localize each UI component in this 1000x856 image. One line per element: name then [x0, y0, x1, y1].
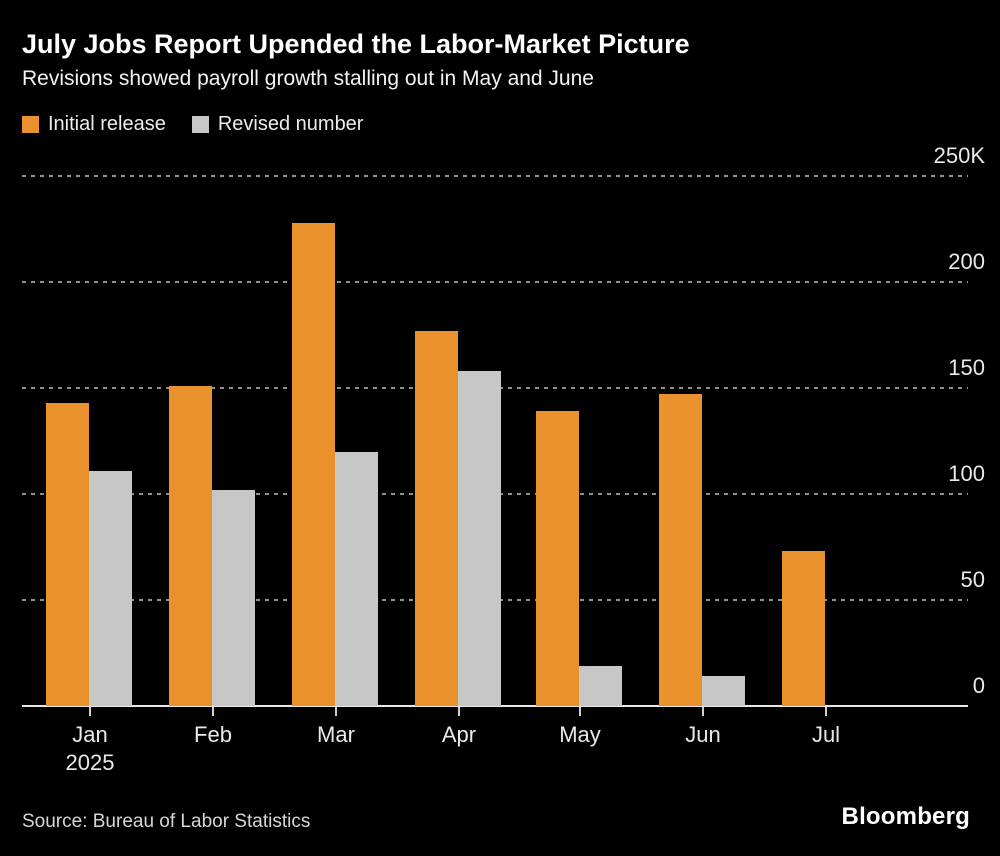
legend-label-initial: Initial release [48, 113, 166, 135]
bar-revised-jan [89, 470, 132, 706]
x-axis-tick-may [579, 707, 581, 716]
plot-area: 0 50 100 150 200 250K Jan 2025 Feb Mar Apr May Jun Ju… [22, 143, 985, 775]
bar-initial-jul [782, 551, 825, 706]
bar-initial-jun [659, 394, 702, 706]
x-axis-tick-mar [335, 707, 337, 716]
y-tick-label-100: 100 [948, 461, 985, 486]
legend-swatch-revised-icon [191, 116, 209, 133]
x-tick-sublabel-jan: 2025 [65, 750, 115, 775]
x-tick-label-jul: Jul [811, 722, 841, 747]
chart-subtitle: Revisions showed payroll growth stalling… [22, 67, 594, 90]
x-axis-tick-feb [212, 707, 214, 716]
bloomberg-logo: Bloomberg [841, 803, 970, 830]
gridline-250K [22, 175, 968, 177]
y-tick-label-50: 50 [960, 567, 985, 592]
bar-initial-may [536, 411, 579, 706]
x-tick-label-feb: Feb [194, 722, 232, 747]
gridline-200 [22, 281, 968, 283]
x-tick-label-apr: Apr [441, 722, 477, 747]
bar-revised-may [579, 665, 622, 706]
bar-initial-mar [292, 222, 335, 706]
x-axis-tick-jan [89, 707, 91, 716]
x-axis-tick-jul [825, 707, 827, 716]
bar-initial-jan [46, 402, 89, 706]
bar-initial-feb [169, 385, 212, 706]
legend-item-revised-number: Revised number [191, 113, 364, 136]
y-tick-label-150: 150 [948, 355, 985, 380]
legend: Initial release Revised number [22, 113, 363, 136]
x-tick-label-jan: Jan [72, 722, 108, 747]
bar-revised-jun [702, 676, 745, 706]
legend-swatch-initial-icon [22, 116, 39, 133]
chart-title: July Jobs Report Upended the Labor-Marke… [22, 29, 690, 59]
legend-item-initial-release: Initial release [22, 113, 166, 136]
y-tick-label-250K: 250K [933, 143, 985, 168]
x-tick-label-jun: Jun [685, 722, 721, 747]
bar-revised-apr [458, 371, 501, 706]
y-tick-label-0: 0 [972, 673, 985, 698]
x-tick-label-mar: Mar [317, 722, 355, 747]
bar-initial-apr [415, 330, 458, 706]
legend-label-revised: Revised number [217, 113, 364, 135]
x-axis-tick-apr [458, 707, 460, 716]
x-axis-line [22, 705, 968, 707]
source-note: Source: Bureau of Labor Statistics [22, 811, 311, 832]
x-axis-tick-jun [702, 707, 704, 716]
y-tick-label-200: 200 [948, 249, 985, 274]
bar-revised-mar [335, 451, 378, 706]
bar-revised-feb [212, 489, 255, 706]
x-tick-label-may: May [559, 722, 601, 747]
